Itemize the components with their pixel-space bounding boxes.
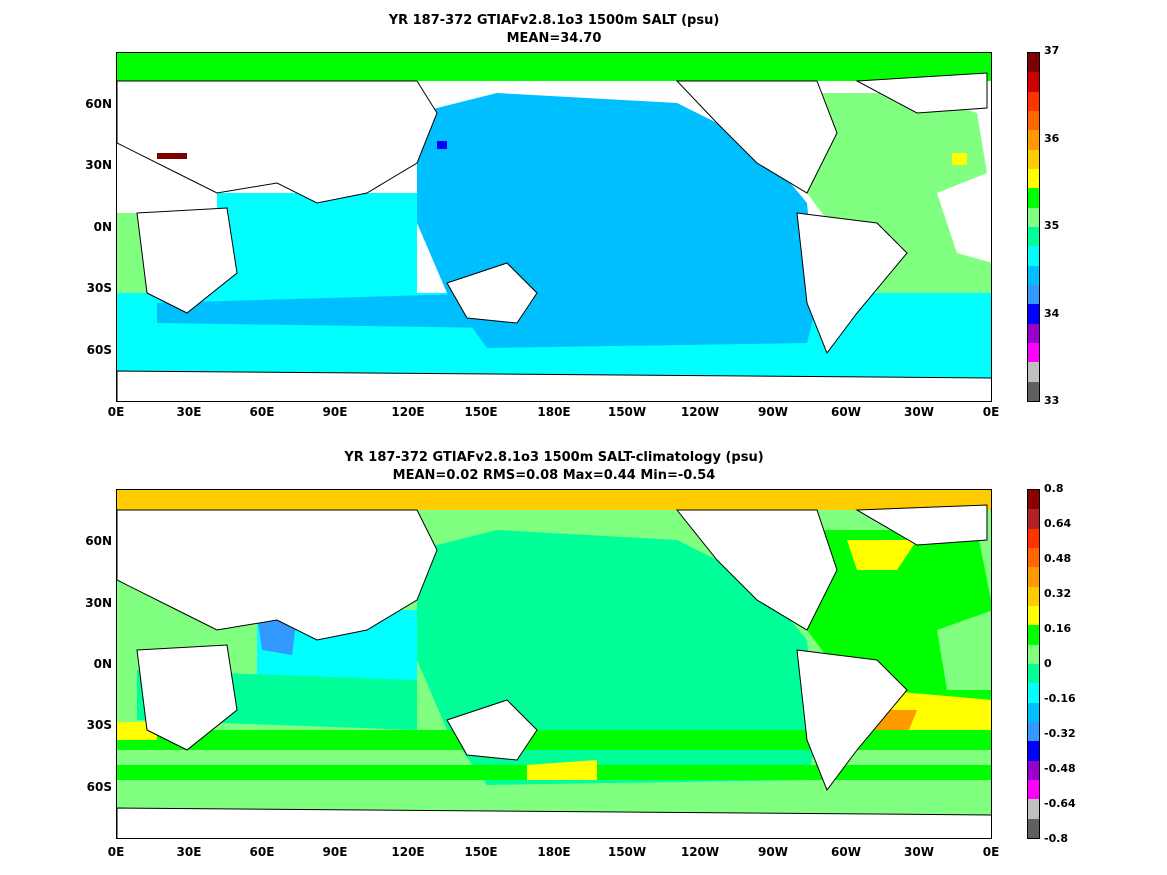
colorbar-segment: [1028, 304, 1039, 324]
colorbar-segment: [1028, 818, 1039, 838]
top-xtick: 150E: [464, 405, 498, 419]
colorbar-segment: [1028, 130, 1039, 150]
top-colorbar: [1027, 52, 1040, 402]
top-ytick-30s: 30S: [86, 281, 112, 295]
top-map-field: [117, 53, 991, 401]
top-colorbar-label: 37: [1044, 44, 1060, 57]
bottom-xtick: 0E: [107, 845, 125, 859]
colorbar-segment: [1028, 362, 1039, 382]
colorbar-segment: [1028, 721, 1039, 742]
bottom-colorbar-label: -0.16: [1044, 692, 1076, 705]
bottom-colorbar: [1027, 489, 1040, 839]
bottom-xtick: 180E: [537, 845, 571, 859]
top-ytick-60s: 60S: [86, 343, 112, 357]
bottom-colorbar-label: -0.32: [1044, 727, 1076, 740]
bottom-colorbar-label: 0.8: [1044, 482, 1064, 495]
bottom-ytick-0n: 0N: [93, 657, 112, 671]
bottom-xtick: 90E: [322, 845, 348, 859]
colorbar-segment: [1028, 605, 1039, 626]
bottom-xtick: 60W: [831, 845, 861, 859]
bottom-ytick-30n: 30N: [85, 596, 112, 610]
colorbar-segment: [1028, 284, 1039, 305]
bottom-colorbar-label: -0.8: [1044, 832, 1069, 845]
colorbar-segment: [1028, 226, 1039, 247]
bottom-xtick: 30W: [904, 845, 934, 859]
bottom-xtick: 0E: [982, 845, 1000, 859]
top-xtick: 0E: [982, 405, 1000, 419]
colorbar-segment: [1028, 381, 1039, 401]
colorbar-segment: [1028, 168, 1039, 189]
top-colorbar-label: 36: [1044, 132, 1060, 145]
bottom-ytick-60s: 60S: [86, 780, 112, 794]
bottom-xtick: 60E: [249, 845, 275, 859]
bottom-map: [116, 489, 992, 839]
top-xtick: 90E: [322, 405, 348, 419]
bottom-ytick-60n: 60N: [85, 534, 112, 548]
bottom-xtick: 120W: [680, 845, 720, 859]
colorbar-segment: [1028, 342, 1039, 363]
top-xtick: 60W: [831, 405, 861, 419]
top-xtick: 60E: [249, 405, 275, 419]
top-xtick: 0E: [107, 405, 125, 419]
colorbar-segment: [1028, 490, 1039, 510]
top-xtick: 150W: [607, 405, 647, 419]
colorbar-segment: [1028, 207, 1039, 227]
colorbar-segment: [1028, 246, 1039, 266]
bottom-colorbar-label: -0.48: [1044, 762, 1076, 775]
bottom-xtick: 30E: [176, 845, 202, 859]
colorbar-segment: [1028, 265, 1039, 285]
bottom-colorbar-label: 0.16: [1044, 622, 1072, 635]
colorbar-segment: [1028, 799, 1039, 819]
top-ytick-0n: 0N: [93, 220, 112, 234]
bottom-colorbar-label: 0.64: [1044, 517, 1072, 530]
colorbar-segment: [1028, 72, 1039, 92]
top-xtick: 30W: [904, 405, 934, 419]
colorbar-segment: [1028, 625, 1039, 645]
colorbar-segment: [1028, 188, 1039, 208]
colorbar-segment: [1028, 509, 1039, 529]
top-xtick: 30E: [176, 405, 202, 419]
colorbar-segment: [1028, 149, 1039, 169]
colorbar-segment: [1028, 547, 1039, 568]
colorbar-segment: [1028, 323, 1039, 343]
bottom-ytick-30s: 30S: [86, 718, 112, 732]
top-colorbar-label: 34: [1044, 307, 1060, 320]
colorbar-segment: [1028, 760, 1039, 780]
top-xtick: 120W: [680, 405, 720, 419]
top-ytick-60n: 60N: [85, 97, 112, 111]
top-ytick-30n: 30N: [85, 158, 112, 172]
top-colorbar-label: 33: [1044, 394, 1060, 407]
top-title-line2: MEAN=34.70: [506, 31, 602, 46]
bottom-xtick: 150E: [464, 845, 498, 859]
colorbar-segment: [1028, 567, 1039, 587]
colorbar-segment: [1028, 683, 1039, 703]
colorbar-segment: [1028, 110, 1039, 131]
colorbar-segment: [1028, 779, 1039, 800]
bottom-colorbar-label: 0.48: [1044, 552, 1072, 565]
colorbar-segment: [1028, 741, 1039, 761]
top-colorbar-label: 35: [1044, 219, 1060, 232]
bottom-colorbar-label: 0.32: [1044, 587, 1072, 600]
bottom-title-line2: MEAN=0.02 RMS=0.08 Max=0.44 Min=-0.54: [392, 468, 716, 483]
top-title-line1: YR 187-372 GTIAFv2.8.1o3 1500m SALT (psu…: [388, 13, 720, 28]
colorbar-segment: [1028, 91, 1039, 111]
bottom-colorbar-label: -0.64: [1044, 797, 1076, 810]
colorbar-segment: [1028, 644, 1039, 664]
colorbar-segment: [1028, 53, 1039, 73]
bottom-xtick: 120E: [391, 845, 425, 859]
colorbar-segment: [1028, 663, 1039, 684]
top-xtick: 120E: [391, 405, 425, 419]
colorbar-segment: [1028, 702, 1039, 722]
colorbar-segment: [1028, 528, 1039, 548]
bottom-map-field: [117, 490, 991, 838]
top-map: [116, 52, 992, 402]
colorbar-segment: [1028, 586, 1039, 606]
bottom-title-line1: YR 187-372 GTIAFv2.8.1o3 1500m SALT-clim…: [344, 450, 764, 465]
top-xtick: 180E: [537, 405, 571, 419]
top-xtick: 90W: [758, 405, 788, 419]
bottom-colorbar-label: 0: [1044, 657, 1052, 670]
bottom-xtick: 150W: [607, 845, 647, 859]
bottom-xtick: 90W: [758, 845, 788, 859]
